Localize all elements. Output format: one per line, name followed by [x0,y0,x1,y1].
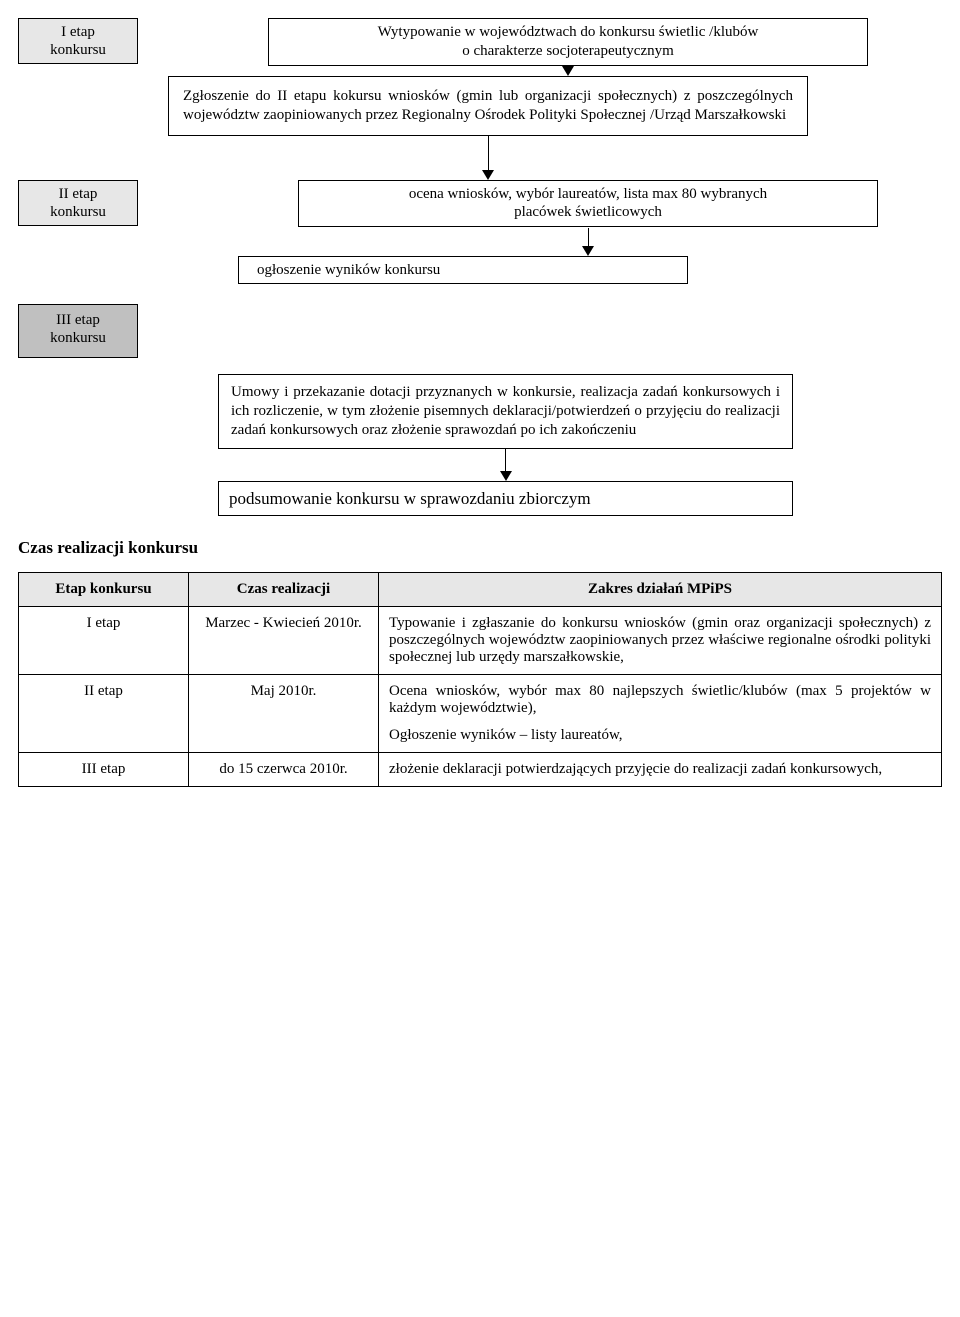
flow-box-evaluation: ocena wniosków, wybór laureatów, lista m… [298,180,878,228]
stage-1-line2: konkursu [50,42,106,58]
flow-box-agreements: Umowy i przekazanie dotacji przyznanych … [218,374,793,448]
arrow-icon [482,170,494,180]
cell-stage: I etap [19,606,189,674]
stage-1-label: I etap konkursu [18,18,138,64]
stage-2-label: II etap konkursu [18,180,138,226]
cell-scope: Ocena wniosków, wybór max 80 najlepszych… [379,674,942,752]
stage-3-line2: konkursu [50,330,106,346]
cell-scope: złożenie deklaracji potwierdzających prz… [379,752,942,786]
arrow-stem [505,449,506,471]
arrow-stem [488,136,489,170]
flow-box-typing: Wytypowanie w województwach do konkursu … [268,18,868,66]
cell-scope-p2: Ogłoszenie wyników – listy laureatów, [389,727,931,744]
arrow-icon [582,246,594,256]
flow-box-evaluation-l2: placówek świetlicowych [514,204,662,220]
stage-1-line1: I etap [61,24,95,40]
flow-box-announcement-text: ogłoszenie wyników konkursu [257,262,440,278]
table-row: I etap Marzec - Kwiecień 2010r. Typowani… [19,606,942,674]
flow-box-evaluation-l1: ocena wniosków, wybór laureatów, lista m… [409,186,767,202]
arrow-icon [562,66,574,76]
table-row: II etap Maj 2010r. Ocena wniosków, wybór… [19,674,942,752]
flow-box-typing-l2: o charakterze socjoterapeutycznym [462,43,674,59]
cell-time: do 15 czerwca 2010r. [189,752,379,786]
stage-3-line1: III etap [56,312,100,328]
arrow-icon [500,471,512,481]
cell-time: Marzec - Kwiecień 2010r. [189,606,379,674]
arrow-stem [588,228,589,246]
col-header-stage: Etap konkursu [19,572,189,606]
flow-box-summary-text: podsumowanie konkursu w sprawozdaniu zbi… [229,489,591,508]
cell-stage: III etap [19,752,189,786]
flow-box-application: Zgłoszenie do II etapu kokursu wniosków … [168,76,808,136]
stage-3-label: III etap konkursu [18,304,138,358]
flow-box-summary: podsumowanie konkursu w sprawozdaniu zbi… [218,481,793,516]
table-row: III etap do 15 czerwca 2010r. złożenie d… [19,752,942,786]
flow-box-announcement: ogłoszenie wyników konkursu [238,256,688,285]
cell-scope-p1: Ocena wniosków, wybór max 80 najlepszych… [389,683,931,717]
col-header-scope: Zakres działań MPiPS [379,572,942,606]
stage-2-line1: II etap [59,186,98,202]
section-heading: Czas realizacji konkursu [18,538,942,558]
cell-scope: Typowanie i zgłaszanie do konkursu wnios… [379,606,942,674]
schedule-table: Etap konkursu Czas realizacji Zakres dzi… [18,572,942,787]
flow-box-agreements-text: Umowy i przekazanie dotacji przyznanych … [231,384,780,438]
cell-time: Maj 2010r. [189,674,379,752]
col-header-time: Czas realizacji [189,572,379,606]
stage-2-line2: konkursu [50,204,106,220]
flow-box-application-text: Zgłoszenie do II etapu kokursu wniosków … [183,88,793,123]
cell-stage: II etap [19,674,189,752]
flow-box-typing-l1: Wytypowanie w województwach do konkursu … [378,24,759,40]
table-header-row: Etap konkursu Czas realizacji Zakres dzi… [19,572,942,606]
